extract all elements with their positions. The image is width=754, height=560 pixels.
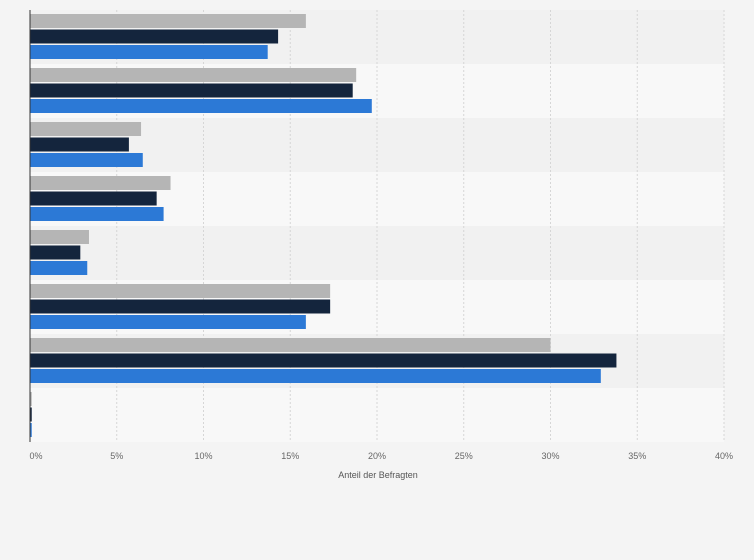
bar [30,122,142,136]
bar [30,176,171,190]
bar [30,99,372,113]
bar [30,191,157,206]
bar [30,230,89,244]
bar [30,353,617,368]
bar [30,284,331,298]
bar [30,83,353,98]
x-tick-label: 5% [110,451,123,461]
bar [30,29,279,44]
bar [30,299,331,314]
bar [30,207,164,221]
bar [30,315,306,329]
x-tick-labels: 0% 5% 10% 15% 20% 25% 30% 35% 40% [29,451,733,461]
x-tick-label: 30% [541,451,559,461]
bar [30,45,268,59]
bar [30,423,32,437]
bar [30,137,129,152]
x-axis-title: Anteil der Befragten [338,470,418,480]
x-tick-label: 35% [628,451,646,461]
bar [30,68,357,82]
x-tick-label: 25% [455,451,473,461]
bar [30,14,306,28]
x-tick-label: 20% [368,451,386,461]
x-tick-label: 10% [194,451,212,461]
bars [30,14,617,437]
x-tick-label: 40% [715,451,733,461]
bar [30,407,32,422]
bar [30,261,88,275]
bar [30,392,32,406]
bar [30,245,81,260]
bar [30,369,601,383]
bar [30,153,143,167]
x-tick-label: 15% [281,451,299,461]
x-tick-label: 0% [29,451,42,461]
bar [30,338,551,352]
